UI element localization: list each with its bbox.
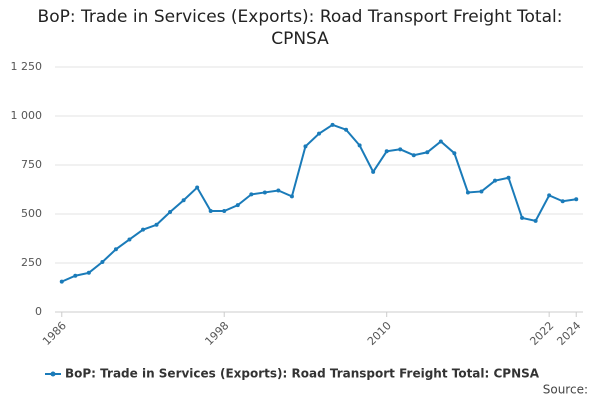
x-tick-label: 2010 <box>365 319 394 348</box>
point <box>560 199 565 204</box>
point <box>384 149 389 154</box>
point <box>289 194 294 199</box>
x-tick-label: 2024 <box>554 319 583 348</box>
point <box>425 150 430 155</box>
point <box>398 147 403 152</box>
point <box>506 175 511 180</box>
point <box>520 215 525 220</box>
point <box>235 203 240 208</box>
point <box>168 210 173 215</box>
point <box>411 153 416 158</box>
point <box>574 197 579 202</box>
point <box>344 127 349 132</box>
legend-marker <box>50 371 56 377</box>
source: Source: <box>543 383 588 397</box>
point <box>330 122 335 127</box>
point <box>547 193 552 198</box>
y-tick-label: 500 <box>21 207 42 220</box>
point <box>100 260 105 265</box>
point <box>479 189 484 194</box>
x-tick-label: 1998 <box>202 319 231 348</box>
point <box>276 188 281 193</box>
point <box>371 169 376 174</box>
point <box>181 198 186 203</box>
point <box>73 273 78 278</box>
point <box>208 209 213 214</box>
y-tick-label: 1 000 <box>11 109 43 122</box>
point <box>438 139 443 144</box>
line <box>61 123 577 283</box>
point <box>86 270 91 275</box>
point <box>59 279 64 284</box>
y-tick-label: 250 <box>21 256 42 269</box>
y-tick-label: 0 <box>35 305 42 318</box>
point <box>317 131 321 136</box>
point <box>262 190 267 195</box>
point <box>465 190 470 195</box>
point <box>154 222 159 227</box>
point <box>452 151 457 156</box>
point <box>303 144 308 149</box>
point <box>357 143 362 148</box>
point <box>195 185 200 190</box>
legend-label: BoP: Trade in Services (Exports): Road T… <box>65 367 540 381</box>
point <box>141 227 145 232</box>
x-tick-label: 1986 <box>40 319 69 348</box>
point <box>493 178 497 183</box>
point <box>222 209 227 214</box>
y-tick-label: 750 <box>21 158 42 171</box>
chart-title: BoP: Trade in Services (Exports): Road T… <box>37 7 563 49</box>
point <box>127 237 132 242</box>
y-tick-label: 1 250 <box>11 60 43 73</box>
x-tick-label: 2022 <box>527 319 556 348</box>
point <box>113 247 118 252</box>
point <box>533 218 538 223</box>
point <box>249 192 254 197</box>
